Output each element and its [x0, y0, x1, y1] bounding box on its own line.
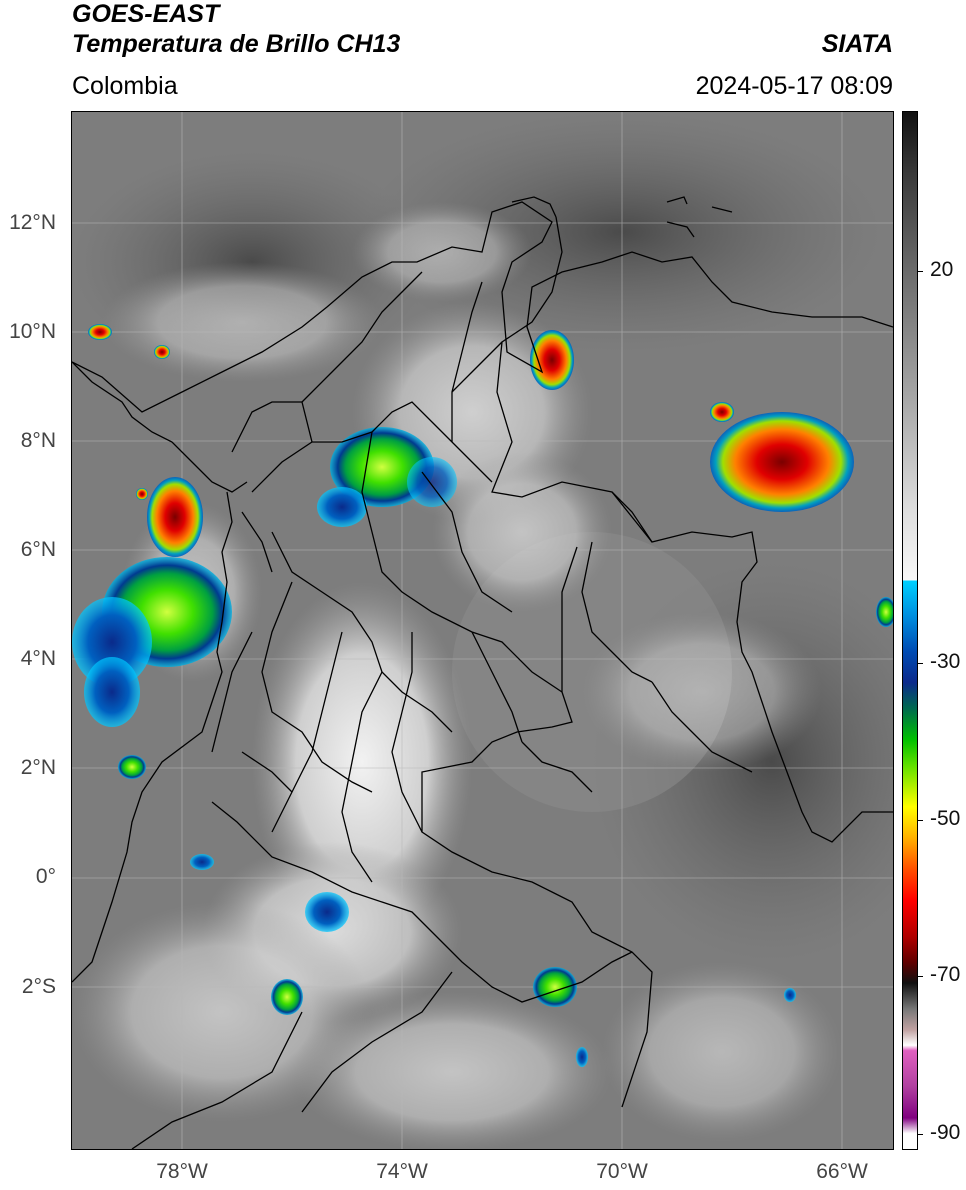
colorbar-tick	[917, 271, 923, 272]
colorbar-tick	[917, 820, 923, 821]
map-canvas	[72, 112, 893, 1149]
colorbar-label-minus90: -90	[930, 1121, 961, 1144]
lat-label-2n: 2°N	[20, 756, 56, 779]
map-title-product: Temperatura de Brillo CH13	[72, 30, 401, 58]
map-title-satellite: GOES-EAST	[72, 0, 220, 28]
colorbar-label-20: 20	[930, 258, 954, 281]
colorbar-tick	[917, 1134, 923, 1135]
map-source: SIATA	[821, 30, 893, 58]
borders	[72, 196, 893, 1149]
storm-cells	[72, 324, 893, 1067]
map-region: Colombia	[72, 72, 178, 100]
lat-label-0: 0°	[35, 865, 56, 888]
lat-label-10n: 10°N	[9, 320, 56, 343]
lon-label-66w: 66°W	[816, 1160, 868, 1183]
lon-label-78w: 78°W	[156, 1160, 208, 1183]
colorbar-tick	[917, 663, 923, 664]
colorbar-label-minus70: -70	[930, 963, 961, 986]
colorbar-tick	[917, 976, 923, 977]
colorbar-label-minus50: -50	[930, 807, 961, 830]
lat-label-6n: 6°N	[20, 538, 56, 561]
lat-label-12n: 12°N	[9, 211, 56, 234]
lon-label-74w: 74°W	[376, 1160, 428, 1183]
temperature-colorbar	[902, 111, 918, 1150]
lat-label-2s: 2°S	[21, 975, 56, 998]
satellite-map[interactable]	[71, 111, 894, 1150]
map-datetime: 2024-05-17 08:09	[695, 72, 893, 100]
lat-label-4n: 4°N	[20, 647, 56, 670]
colorbar-label-minus30: -30	[930, 650, 961, 673]
lat-label-8n: 8°N	[20, 429, 56, 452]
lon-label-70w: 70°W	[596, 1160, 648, 1183]
